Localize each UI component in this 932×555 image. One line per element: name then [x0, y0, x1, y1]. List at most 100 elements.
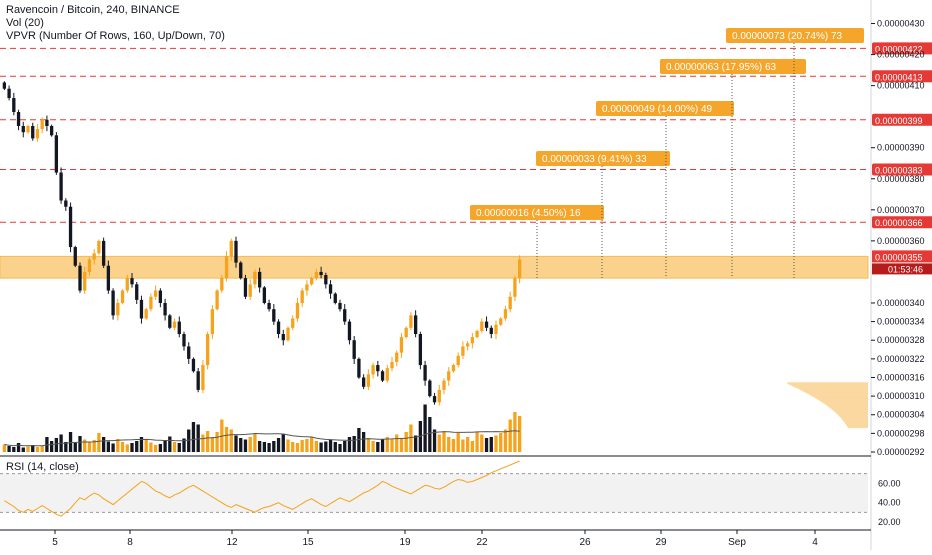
candle[interactable]: [343, 309, 347, 322]
candle[interactable]: [447, 371, 451, 381]
vpvr-indicator-label[interactable]: VPVR (Number Of Rows, 160, Up/Down, 70): [6, 30, 225, 42]
candle[interactable]: [324, 275, 328, 285]
candle[interactable]: [357, 358, 361, 378]
candle[interactable]: [309, 278, 314, 285]
candle[interactable]: [201, 365, 205, 390]
candle[interactable]: [139, 299, 144, 319]
candle[interactable]: [484, 321, 489, 328]
candle[interactable]: [300, 290, 304, 303]
candle[interactable]: [64, 200, 68, 207]
candle[interactable]: [404, 327, 408, 338]
candle[interactable]: [73, 247, 77, 266]
candle[interactable]: [35, 129, 40, 139]
candle[interactable]: [191, 358, 196, 372]
candle[interactable]: [130, 278, 134, 285]
candle[interactable]: [220, 278, 224, 291]
candle[interactable]: [87, 259, 92, 272]
candle[interactable]: [196, 371, 200, 390]
candle[interactable]: [489, 327, 493, 335]
candle[interactable]: [120, 290, 125, 303]
candle[interactable]: [338, 302, 342, 310]
candle[interactable]: [319, 271, 323, 276]
rsi-indicator-label[interactable]: RSI (14, close): [6, 461, 79, 473]
candle[interactable]: [187, 346, 191, 359]
candle[interactable]: [78, 265, 82, 291]
target-label-box[interactable]: [596, 101, 734, 116]
support-zone[interactable]: [0, 255, 869, 279]
candle[interactable]: [494, 324, 498, 335]
candle[interactable]: [437, 389, 441, 403]
candle[interactable]: [328, 284, 333, 294]
candle[interactable]: [172, 321, 177, 328]
candle[interactable]: [465, 343, 470, 347]
candle[interactable]: [456, 355, 460, 366]
candle[interactable]: [257, 271, 262, 288]
candle[interactable]: [26, 125, 30, 133]
candle[interactable]: [499, 318, 503, 325]
candle[interactable]: [2, 82, 7, 89]
candle[interactable]: [286, 327, 290, 341]
candle[interactable]: [182, 334, 186, 347]
candle[interactable]: [59, 172, 63, 201]
candle[interactable]: [234, 240, 238, 263]
candle[interactable]: [366, 374, 371, 387]
candle[interactable]: [40, 119, 44, 130]
candle[interactable]: [395, 352, 399, 362]
candle[interactable]: [135, 284, 139, 300]
candle[interactable]: [390, 361, 394, 369]
candle[interactable]: [116, 302, 120, 316]
candle[interactable]: [461, 346, 465, 356]
candle[interactable]: [12, 98, 16, 113]
candle[interactable]: [432, 396, 437, 403]
candle[interactable]: [475, 330, 479, 338]
target-label-box[interactable]: [660, 59, 806, 74]
candle[interactable]: [153, 290, 158, 297]
candle[interactable]: [508, 296, 512, 310]
candle[interactable]: [215, 290, 219, 310]
candle[interactable]: [385, 368, 389, 381]
candle[interactable]: [267, 302, 271, 310]
candle[interactable]: [68, 206, 73, 248]
candle[interactable]: [418, 334, 423, 366]
candle[interactable]: [163, 302, 167, 316]
candle[interactable]: [361, 377, 366, 387]
candle[interactable]: [291, 318, 295, 328]
volume-indicator-label[interactable]: Vol (20): [6, 17, 44, 29]
candle[interactable]: [347, 321, 352, 341]
candle[interactable]: [144, 309, 148, 319]
candle[interactable]: [314, 271, 319, 279]
candle[interactable]: [92, 253, 96, 260]
candle[interactable]: [253, 271, 257, 285]
candle[interactable]: [31, 125, 35, 139]
candle[interactable]: [380, 371, 385, 381]
candle[interactable]: [149, 296, 153, 310]
candle[interactable]: [106, 265, 111, 291]
target-label-box[interactable]: [536, 151, 670, 166]
candle[interactable]: [177, 321, 181, 335]
candle[interactable]: [83, 271, 87, 291]
candle[interactable]: [470, 337, 475, 344]
candle[interactable]: [272, 309, 276, 322]
candle[interactable]: [7, 88, 11, 99]
candle[interactable]: [101, 240, 106, 266]
candle[interactable]: [45, 119, 49, 126]
candle[interactable]: [125, 278, 129, 291]
candle[interactable]: [305, 284, 309, 291]
candle[interactable]: [229, 240, 233, 257]
candle[interactable]: [168, 315, 172, 328]
candle[interactable]: [210, 309, 215, 335]
candle[interactable]: [352, 340, 356, 359]
candle[interactable]: [158, 290, 163, 303]
candle[interactable]: [205, 334, 210, 366]
candle[interactable]: [442, 380, 446, 390]
candle[interactable]: [49, 125, 54, 136]
candle[interactable]: [97, 240, 101, 254]
target-label-box[interactable]: [470, 205, 604, 220]
candle[interactable]: [224, 256, 229, 279]
candle[interactable]: [111, 290, 115, 316]
candle[interactable]: [243, 278, 248, 297]
candle[interactable]: [451, 365, 456, 372]
candle[interactable]: [513, 278, 517, 297]
